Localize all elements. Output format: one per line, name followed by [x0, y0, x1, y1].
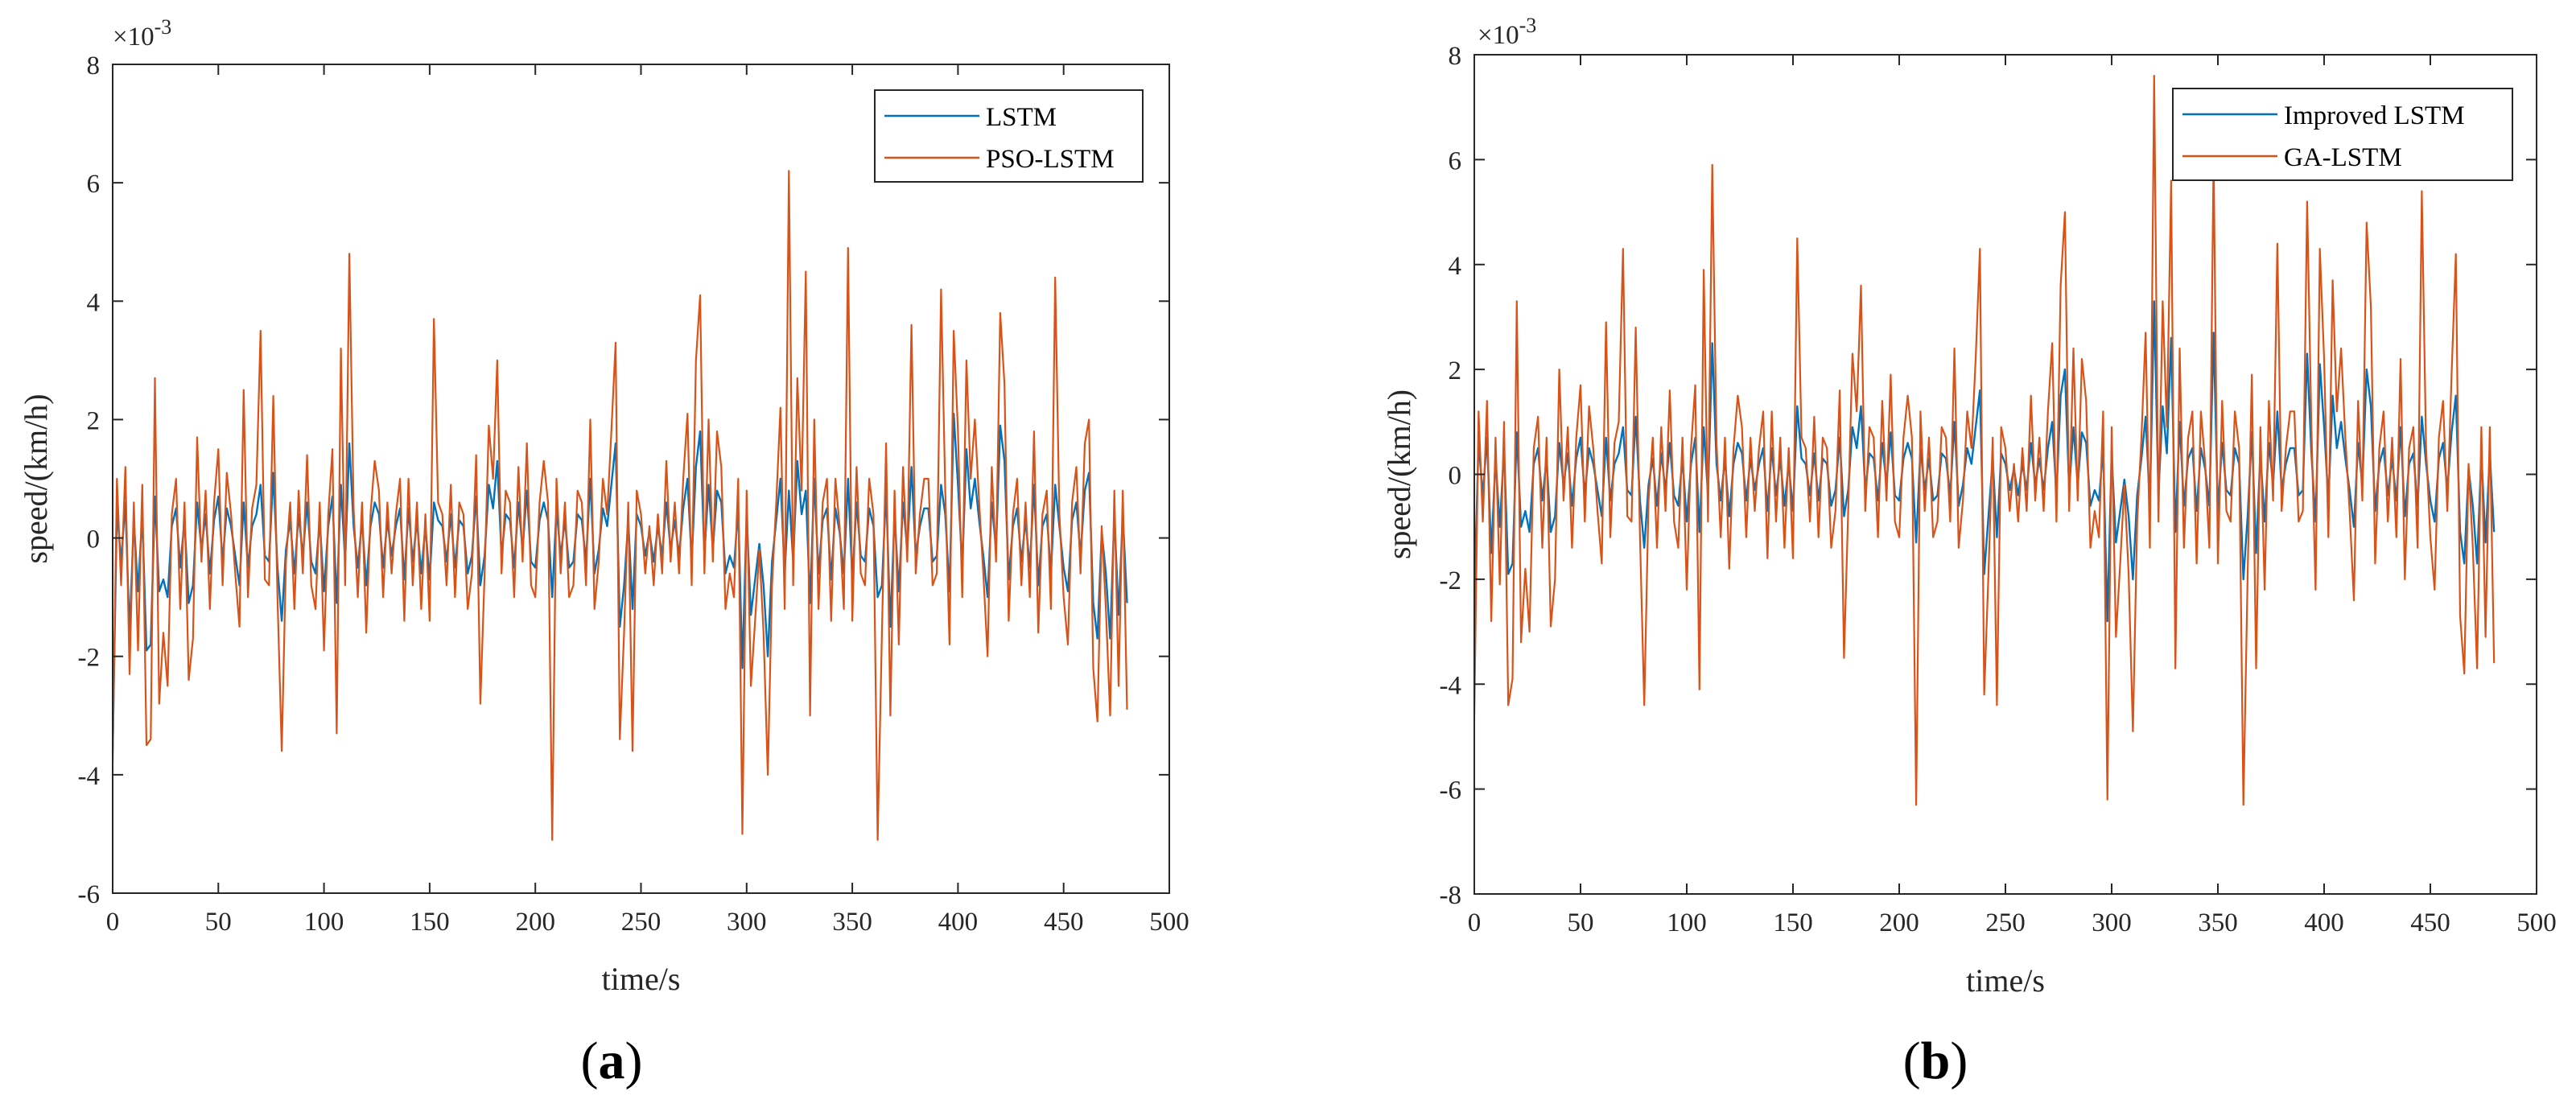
- panel-letter: b: [1921, 1032, 1951, 1090]
- y-multiplier-exponent: -3: [1519, 14, 1537, 37]
- x-axis-label: time/s: [1966, 962, 2045, 999]
- x-tick-label: 400: [2304, 908, 2344, 937]
- x-tick-label: 150: [410, 908, 450, 937]
- panel-label: (b): [1903, 1032, 1968, 1090]
- legend-box: [874, 89, 1144, 183]
- series-line-improved-lstm: [1474, 300, 2496, 623]
- y-multiplier-exponent: -3: [155, 15, 172, 39]
- x-tick-label: 350: [832, 908, 872, 937]
- y-tick-label: -2: [1440, 566, 1462, 595]
- x-tick-label: 100: [304, 908, 344, 937]
- series-line-ga-lstm: [1474, 74, 2496, 806]
- x-axis-label: time/s: [602, 961, 681, 997]
- y-multiplier: ×10-3: [113, 15, 171, 51]
- panel-a: 0 50 100 150 200 250 300 350 400 450 500 -6 -4 -2 0 2 4 6…: [0, 0, 1189, 1090]
- x-tick-label: 150: [1773, 908, 1813, 937]
- y-axis-label: speed/(km/h): [1381, 389, 1417, 559]
- y-tick-label: 8: [87, 51, 101, 80]
- y-tick-label: 6: [1449, 146, 1462, 175]
- x-tick-label: 500: [1149, 908, 1189, 937]
- series-line-lstm: [113, 412, 1128, 752]
- y-tick-label: -6: [78, 880, 101, 909]
- x-tick-label: 100: [1667, 908, 1707, 937]
- y-tick-label: 4: [1449, 252, 1462, 281]
- panel-letter: a: [599, 1032, 625, 1090]
- plot-area: [1474, 55, 2537, 894]
- x-tick-label: 350: [2198, 908, 2238, 937]
- y-tick-label: 6: [87, 170, 101, 199]
- legend-box: [2172, 88, 2513, 181]
- panel-b: 0 50 100 150 200 250 300 350 400 450 500-8-6-4-202…: [0, 0, 2557, 1090]
- x-tick-label: 450: [2410, 908, 2450, 937]
- legend-label: GA-LSTM: [2284, 143, 2402, 172]
- x-tick-label: 50: [1568, 908, 1594, 937]
- y-tick-label: -2: [78, 644, 101, 673]
- panel-label: (a): [581, 1032, 643, 1090]
- y-tick-label: 2: [1449, 356, 1462, 385]
- x-tick-label: 300: [2092, 908, 2132, 937]
- x-tick-label: 250: [621, 908, 662, 937]
- series-line-pso-lstm: [113, 170, 1128, 841]
- x-tick-label: 0: [1468, 908, 1482, 937]
- x-tick-label: 400: [938, 908, 979, 937]
- panel-a-anchor: [0, 0, 1, 1]
- x-tick-label: 200: [515, 908, 555, 937]
- y-tick-label: 0: [1449, 462, 1462, 491]
- y-tick-label: -8: [1440, 881, 1462, 910]
- x-tick-label: 300: [727, 908, 767, 937]
- x-tick-label: 0: [106, 908, 120, 937]
- legend-label: LSTM: [986, 103, 1057, 132]
- y-multiplier: ×10-3: [1478, 14, 1536, 50]
- x-tick-label: 500: [2516, 908, 2557, 937]
- legend-label: Improved LSTM: [2284, 101, 2465, 130]
- legend: LSTM PSO-LSTM: [874, 89, 1144, 183]
- panel-b-anchor: [0, 0, 1, 1]
- y-tick-label: 8: [1449, 42, 1462, 71]
- x-tick-label: 200: [1879, 908, 1919, 937]
- legend: Improved LSTM GA-LSTM: [2172, 88, 2513, 181]
- x-tick-label: 250: [1985, 908, 2026, 937]
- y-tick-label: -4: [78, 762, 101, 791]
- y-tick-label: -6: [1440, 776, 1462, 805]
- y-axis-label: speed/(km/h): [18, 393, 54, 563]
- y-tick-label: 2: [87, 406, 101, 435]
- x-tick-label: 50: [205, 908, 232, 937]
- y-tick-label: 0: [87, 525, 101, 554]
- y-tick-label: 4: [87, 288, 101, 317]
- legend-label: PSO-LSTM: [986, 145, 1115, 174]
- plot-area: [113, 64, 1169, 893]
- y-tick-label: -4: [1440, 671, 1462, 700]
- x-tick-label: 450: [1044, 908, 1084, 937]
